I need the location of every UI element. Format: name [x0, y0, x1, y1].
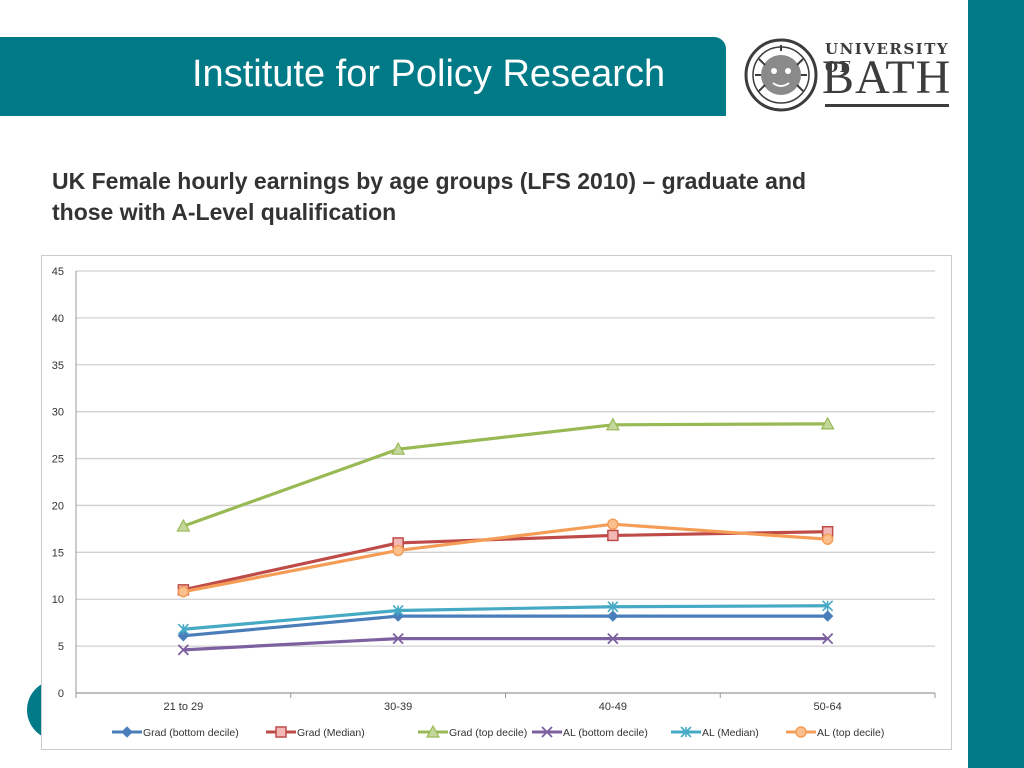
y-tick-label: 40 [52, 313, 64, 325]
slide-heading-line1: UK Female hourly earnings by age groups … [52, 168, 807, 194]
data-point [177, 630, 190, 642]
line-chart: 0 5 10 15 20 25 30 35 40 45 21 to 29 30-39 40-49 50-6… [52, 266, 936, 739]
y-tick-label: 25 [52, 454, 64, 466]
data-point [177, 623, 189, 635]
data-point [392, 604, 404, 617]
data-point [607, 529, 619, 542]
title-band [0, 37, 726, 116]
university-logo: UNIVERSITY OF BATH [743, 37, 953, 113]
bath-seal-icon [744, 38, 818, 112]
legend-label: Grad (bottom decile) [143, 727, 239, 739]
legend-label: AL (top decile) [817, 727, 884, 739]
y-tick-label: 10 [52, 594, 64, 606]
x-tick-label: 40-49 [599, 701, 627, 713]
data-point [820, 416, 835, 430]
logo-bath-text: BATH [822, 51, 952, 104]
chart-frame: 0 5 10 15 20 25 30 35 40 45 21 to 29 30-39 40-49 50-6… [41, 255, 952, 750]
y-tick-label: 35 [52, 360, 64, 372]
legend-marker [680, 726, 692, 738]
legend-marker [121, 726, 133, 738]
slide-heading: UK Female hourly earnings by age groups … [52, 166, 932, 228]
slide-heading-line2: those with A-Level qualification [52, 199, 397, 225]
data-point [607, 518, 619, 530]
series-line-3 [182, 422, 828, 528]
y-tick-label: 15 [52, 547, 64, 559]
x-tick-label: 50-64 [814, 701, 842, 713]
y-tick-label: 20 [52, 500, 64, 512]
data-point [821, 610, 834, 622]
data-point [176, 518, 191, 532]
data-point [822, 600, 834, 612]
data-point [392, 632, 404, 645]
data-point [392, 544, 404, 557]
legend-label: Grad (top decile) [449, 727, 527, 739]
data-point [605, 417, 620, 431]
y-tick-label: 30 [52, 407, 64, 419]
series-line-5 [183, 604, 828, 631]
legend-marker [541, 726, 553, 738]
y-tick-label: 5 [58, 641, 64, 653]
data-point [391, 441, 406, 455]
data-point [607, 632, 619, 645]
legend-label: Grad (Median) [297, 727, 365, 739]
series-line-6 [183, 522, 828, 594]
page-title: Institute for Policy Research [192, 53, 666, 95]
x-tick-label: 21 to 29 [163, 701, 203, 713]
y-tick-label: 0 [58, 688, 64, 700]
legend-marker [795, 726, 807, 738]
x-tick-label: 30-39 [384, 701, 412, 713]
logo-underline [825, 104, 949, 107]
series-line-1 [183, 614, 828, 638]
data-point [821, 533, 834, 545]
data-point [177, 585, 190, 598]
legend-label: AL (Median) [702, 727, 759, 739]
right-accent-bar [968, 0, 1024, 768]
data-point [177, 644, 190, 656]
legend-label: AL (bottom decile) [563, 727, 648, 739]
data-point [607, 610, 619, 622]
legend-marker [275, 726, 287, 738]
data-point [821, 632, 834, 645]
y-tick-label: 45 [52, 266, 64, 278]
series-line-4 [183, 637, 828, 652]
data-point [607, 601, 619, 613]
legend-marker [425, 724, 441, 738]
series-line-2 [183, 530, 828, 592]
logo-university-text: UNIVERSITY OF [825, 40, 950, 76]
